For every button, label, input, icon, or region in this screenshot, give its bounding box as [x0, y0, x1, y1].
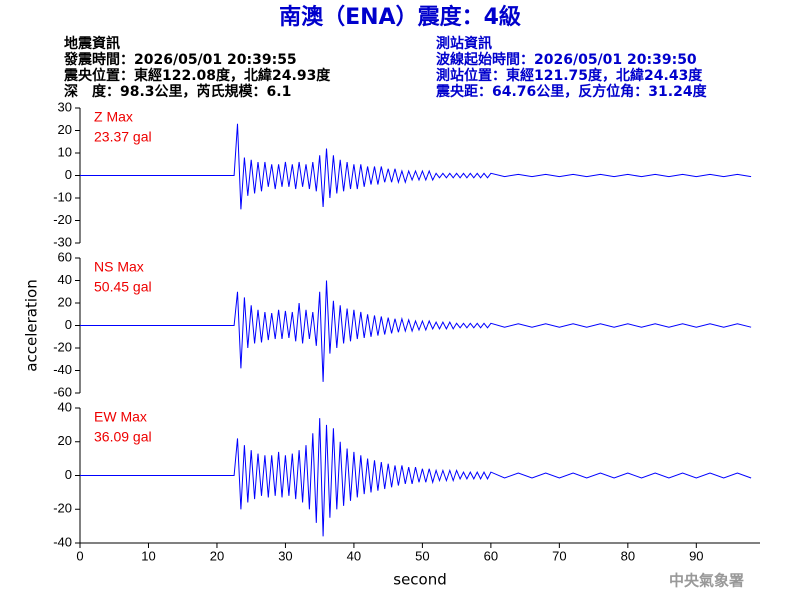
y-tick-label: -20 [53, 212, 72, 227]
y-tick-label: 60 [58, 249, 72, 264]
channel-label: NS Max [94, 259, 144, 275]
y-tick-label: 40 [58, 399, 72, 414]
y-tick-label: 20 [58, 294, 72, 309]
info-right: 測站位置：東經121.75度，北緯24.43度 [436, 67, 703, 84]
x-tick-label: 90 [689, 548, 703, 563]
channel-label: Z Max [94, 109, 133, 125]
waveform [80, 418, 752, 537]
x-axis-label: second [393, 571, 447, 589]
y-tick-label: 0 [65, 467, 72, 482]
y-tick-label: 20 [58, 122, 72, 137]
y-tick-label: -40 [53, 362, 72, 377]
x-tick-label: 10 [141, 548, 155, 563]
waveform [80, 123, 752, 210]
waveform [80, 280, 752, 382]
y-tick-label: 0 [65, 317, 72, 332]
max-label: 23.37 gal [94, 129, 152, 145]
x-tick-label: 20 [210, 548, 224, 563]
y-tick-label: 20 [58, 433, 72, 448]
y-tick-label: -30 [53, 234, 72, 249]
title: 南澳（ENA）震度：4級 [279, 4, 521, 30]
x-tick-label: 0 [76, 548, 83, 563]
y-tick-label: 40 [58, 272, 72, 287]
y-tick-label: -40 [53, 534, 72, 549]
max-label: 36.09 gal [94, 429, 152, 445]
y-tick-label: -20 [53, 339, 72, 354]
footer: 中央氣象署 [669, 572, 744, 590]
y-tick-label: 0 [65, 167, 72, 182]
info-left: 地震資訊 [64, 35, 120, 52]
info-left: 震央位置：東經122.08度，北緯24.93度 [63, 67, 331, 84]
info-right: 測站資訊 [436, 35, 492, 52]
info-left: 深 度：98.3公里，芮氏規模：6.1 [64, 83, 291, 100]
x-tick-label: 50 [415, 548, 429, 563]
y-tick-label: 10 [58, 144, 72, 159]
x-tick-label: 40 [347, 548, 361, 563]
info-right: 震央距：64.76公里，反方位角：31.24度 [435, 83, 708, 100]
y-axis-label: acceleration [23, 279, 41, 371]
x-tick-label: 60 [484, 548, 498, 563]
y-tick-label: -10 [53, 189, 72, 204]
x-tick-label: 80 [621, 548, 635, 563]
y-tick-label: 30 [58, 99, 72, 114]
max-label: 50.45 gal [94, 279, 152, 295]
x-tick-label: 30 [278, 548, 292, 563]
info-right: 波線起始時間：2026/05/01 20:39:50 [436, 51, 697, 68]
y-tick-label: -20 [53, 501, 72, 516]
y-tick-label: -60 [53, 384, 72, 399]
x-tick-label: 70 [552, 548, 566, 563]
info-left: 發震時間：2026/05/01 20:39:55 [63, 51, 297, 68]
channel-label: EW Max [94, 409, 147, 425]
